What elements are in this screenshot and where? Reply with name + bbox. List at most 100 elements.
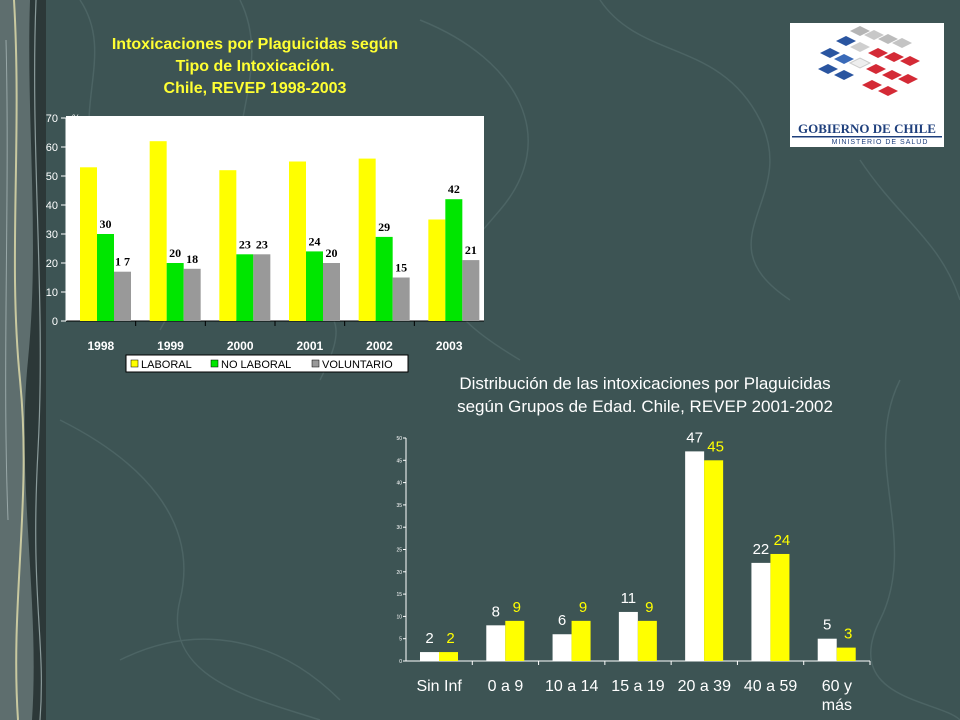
plot-area xyxy=(66,116,484,321)
y-tick-label: 10 xyxy=(46,287,58,299)
y-tick-label: 70 xyxy=(46,113,58,125)
bar-series-1 xyxy=(486,625,506,661)
bar-no-laboral xyxy=(166,263,184,321)
legend-entry: LABORAL xyxy=(141,359,192,371)
bar-series-2 xyxy=(439,652,458,661)
bar-voluntario xyxy=(114,271,131,321)
svg-text:GOBIERNO DE CHILE: GOBIERNO DE CHILE xyxy=(798,121,936,136)
x-tick-label: 2001 xyxy=(296,339,323,353)
data-label: 1 7 xyxy=(115,255,130,269)
x-tick-label: 1998 xyxy=(87,339,114,353)
bar-voluntario xyxy=(392,277,410,321)
y-tick-label: 20 xyxy=(396,570,402,576)
data-label: 24 xyxy=(774,532,791,549)
data-label: 22 xyxy=(753,541,770,558)
legend: LABORAL NO LABORAL VOLUNTARIO xyxy=(125,354,409,373)
bar-laboral xyxy=(149,141,167,321)
data-label: 53 xyxy=(82,150,96,164)
bar-voluntario xyxy=(183,268,201,321)
svg-text:MINISTERIO DE SALUD: MINISTERIO DE SALUD xyxy=(832,139,929,146)
y-axis-label: % xyxy=(72,113,80,123)
legend-box xyxy=(125,354,409,373)
x-tick-label: 2000 xyxy=(227,339,254,353)
bar-laboral xyxy=(289,161,306,321)
data-label: 29 xyxy=(378,220,390,234)
bar-laboral xyxy=(80,167,97,321)
y-tick-label: 30 xyxy=(396,525,402,531)
legend-swatch xyxy=(130,359,139,368)
x-tick-label: más xyxy=(822,697,852,714)
x-tick-label: 15 a 19 xyxy=(611,678,664,695)
data-label: 9 xyxy=(645,599,653,616)
y-tick-label: 45 xyxy=(396,458,402,464)
bar-series-1 xyxy=(685,451,705,661)
data-label: 45 xyxy=(707,438,724,455)
bar-no-laboral xyxy=(306,251,323,321)
bar-series-1 xyxy=(552,634,572,661)
y-tick-label: 50 xyxy=(46,171,58,183)
y-tick-label: 15 xyxy=(396,592,402,598)
legend-entry: NO LABORAL xyxy=(221,359,291,371)
chart-1-title-line: Tipo de Intoxicación. xyxy=(175,58,335,75)
y-tick-label: 35 xyxy=(396,503,402,509)
data-label: 23 xyxy=(239,237,251,251)
data-label: 2 xyxy=(425,630,433,647)
bar-series-2 xyxy=(637,620,657,661)
data-label: 8 xyxy=(492,603,500,620)
bar-no-laboral xyxy=(97,234,114,321)
bar-voluntario xyxy=(462,260,480,321)
data-label: 20 xyxy=(169,246,181,260)
y-tick-label: 10 xyxy=(396,614,402,620)
data-label: 9 xyxy=(513,599,521,616)
y-tick-label: 20 xyxy=(46,258,58,270)
bar-voluntario xyxy=(323,263,340,321)
data-label: 47 xyxy=(686,429,703,446)
x-tick-label: 2002 xyxy=(366,339,393,353)
bar-series-2 xyxy=(770,553,790,661)
logo-mark-icon: GOBIERNO DE CHILE MINISTERIO DE SALUD xyxy=(792,26,942,146)
y-tick-label: 40 xyxy=(46,200,58,212)
data-label: 2 xyxy=(446,630,454,647)
bar-no-laboral xyxy=(445,199,463,321)
chart-2-title-line: según Grupos de Edad. Chile, REVEP 2001-… xyxy=(457,397,833,416)
data-label: 24 xyxy=(309,234,321,248)
chart-1-title-line: Intoxicaciones por Plaguicidas según xyxy=(111,36,399,53)
x-tick-label: 1999 xyxy=(157,339,184,353)
data-label: 9 xyxy=(579,599,587,616)
y-tick-label: 30 xyxy=(46,229,58,241)
x-tick-label: 20 a 39 xyxy=(678,678,731,695)
data-label: 11 xyxy=(621,590,637,607)
data-label: 52 xyxy=(221,153,235,167)
bar-no-laboral xyxy=(375,236,393,321)
legend-swatch xyxy=(311,359,320,368)
x-tick-label: 0 a 9 xyxy=(488,678,524,695)
bar-series-1 xyxy=(817,638,837,661)
bar-laboral xyxy=(358,158,376,321)
data-label: 23 xyxy=(256,237,268,251)
logo-subtext: MINISTERIO DE SALUD xyxy=(832,139,929,146)
data-label: 56 xyxy=(360,142,374,156)
bar-series-2 xyxy=(836,647,856,661)
legend-entry: VOLUNTARIO xyxy=(322,359,393,371)
chart-2-title-line: Distribución de las intoxicaciones por P… xyxy=(459,374,831,393)
x-tick-label: 2003 xyxy=(436,339,463,353)
bar-series-2 xyxy=(571,620,591,661)
y-tick-label: 60 xyxy=(46,142,58,154)
data-label: 3 xyxy=(844,626,852,643)
x-tick-label: 40 a 59 xyxy=(744,678,797,695)
data-label: 5 xyxy=(823,617,831,634)
data-label: 15 xyxy=(395,261,407,275)
chart-1-title-line: Chile, REVEP 1998-2003 xyxy=(163,80,347,97)
bar-laboral xyxy=(219,170,237,321)
y-tick-label: 50 xyxy=(396,436,402,442)
bar-voluntario xyxy=(253,254,271,321)
bar-no-laboral xyxy=(236,254,254,321)
bar-laboral xyxy=(428,219,446,321)
x-tick-label: 60 y xyxy=(822,678,852,695)
bar-series-2 xyxy=(505,620,525,661)
x-tick-label: Sin Inf xyxy=(416,678,462,695)
chart-1-title: Intoxicaciones por Plaguicidas según Tip… xyxy=(60,34,450,100)
data-label: 42 xyxy=(448,182,460,196)
